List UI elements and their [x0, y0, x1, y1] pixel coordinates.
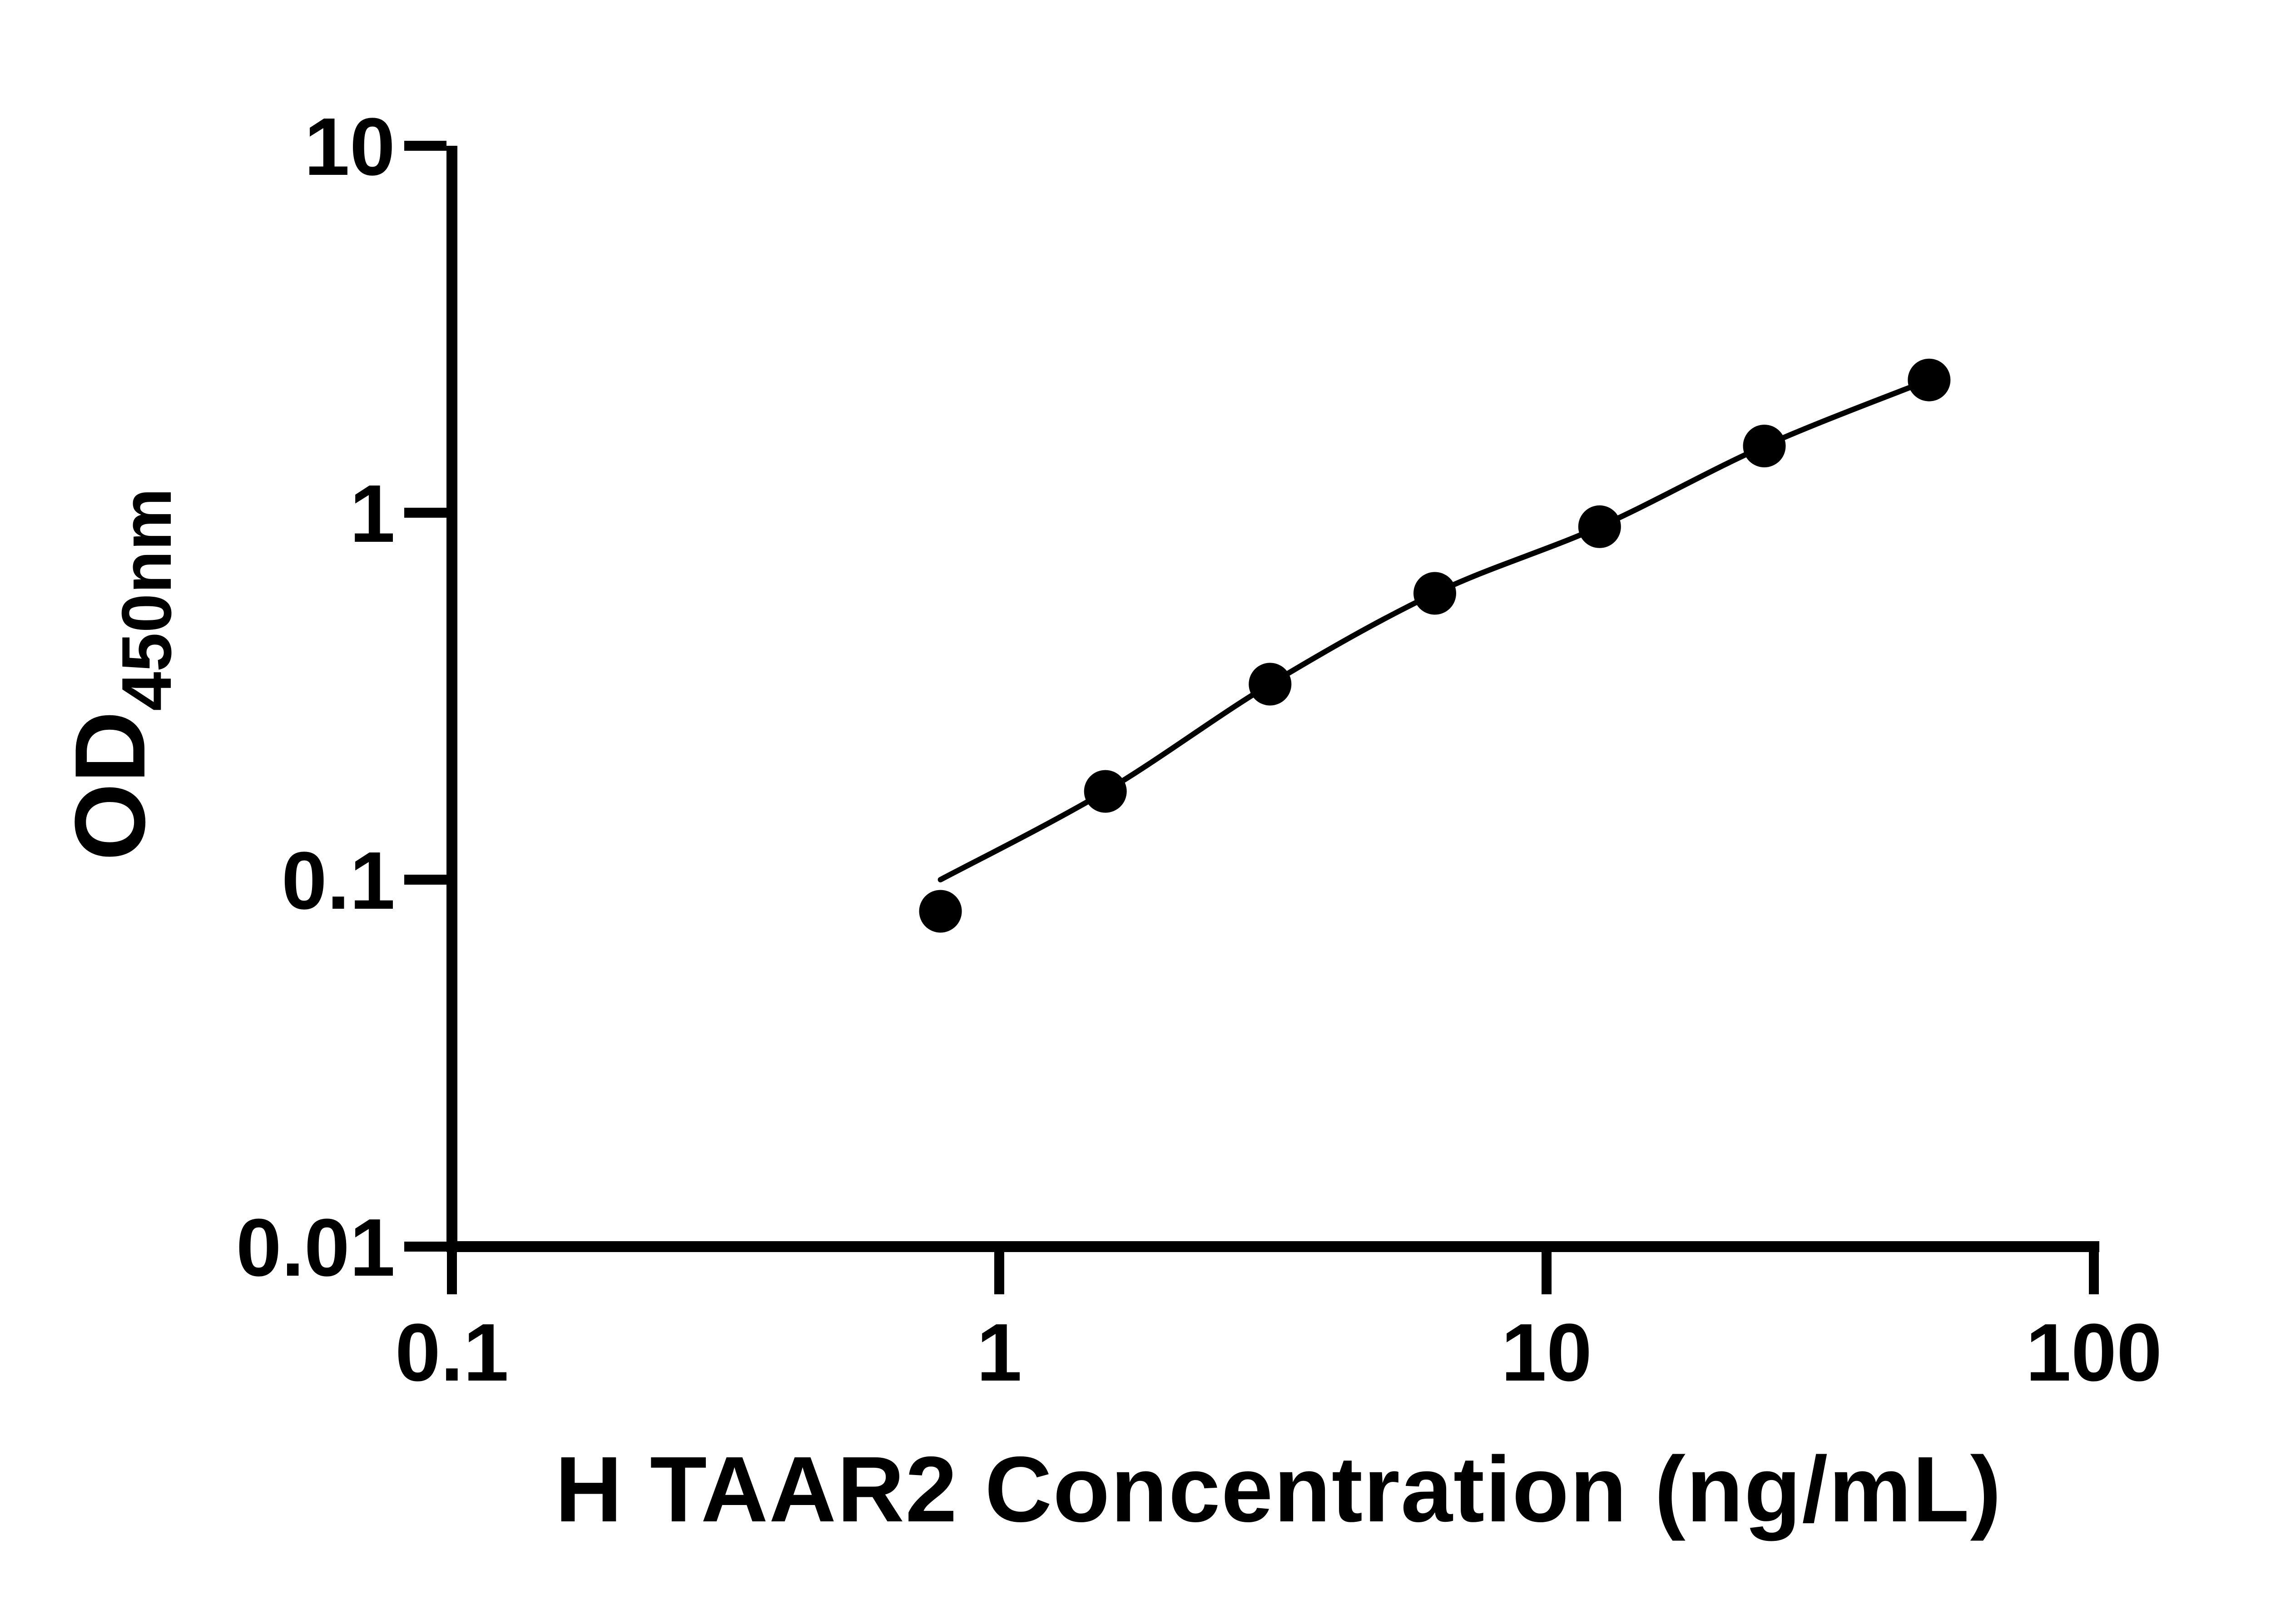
x-tick	[2089, 1252, 2099, 1294]
data-points	[919, 358, 1951, 933]
data-point	[1249, 663, 1292, 706]
data-point	[919, 890, 962, 933]
y-axis-line	[446, 146, 457, 1252]
x-tick-label: 1	[977, 1307, 1022, 1398]
data-point	[1084, 770, 1127, 813]
data-point	[1578, 505, 1621, 548]
y-tick-label: 0.1	[282, 835, 395, 926]
y-axis-title-main: OD	[54, 711, 166, 861]
x-tick	[994, 1252, 1004, 1294]
y-tick	[404, 141, 446, 151]
y-axis-title: OD450nm	[54, 488, 186, 861]
y-tick-label: 1	[350, 468, 395, 559]
y-tick-label: 10	[304, 101, 395, 193]
y-tick	[404, 1242, 446, 1252]
data-point	[1908, 358, 1951, 401]
x-axis-line	[446, 1241, 2099, 1252]
y-tick	[404, 508, 446, 518]
data-point	[1413, 572, 1456, 615]
x-tick	[447, 1252, 457, 1294]
x-tick-label: 0.1	[395, 1307, 509, 1398]
x-tick	[1542, 1252, 1552, 1294]
data-point	[1743, 425, 1786, 468]
x-tick-label: 10	[1501, 1307, 1592, 1398]
y-tick	[404, 875, 446, 885]
x-tick-label: 100	[2026, 1307, 2162, 1398]
y-tick-label: 0.01	[236, 1202, 395, 1293]
x-axis-title: H TAAR2 Concentration (ng/mL)	[555, 1437, 2002, 1541]
y-axis-title-subscript: 450nm	[107, 488, 186, 711]
